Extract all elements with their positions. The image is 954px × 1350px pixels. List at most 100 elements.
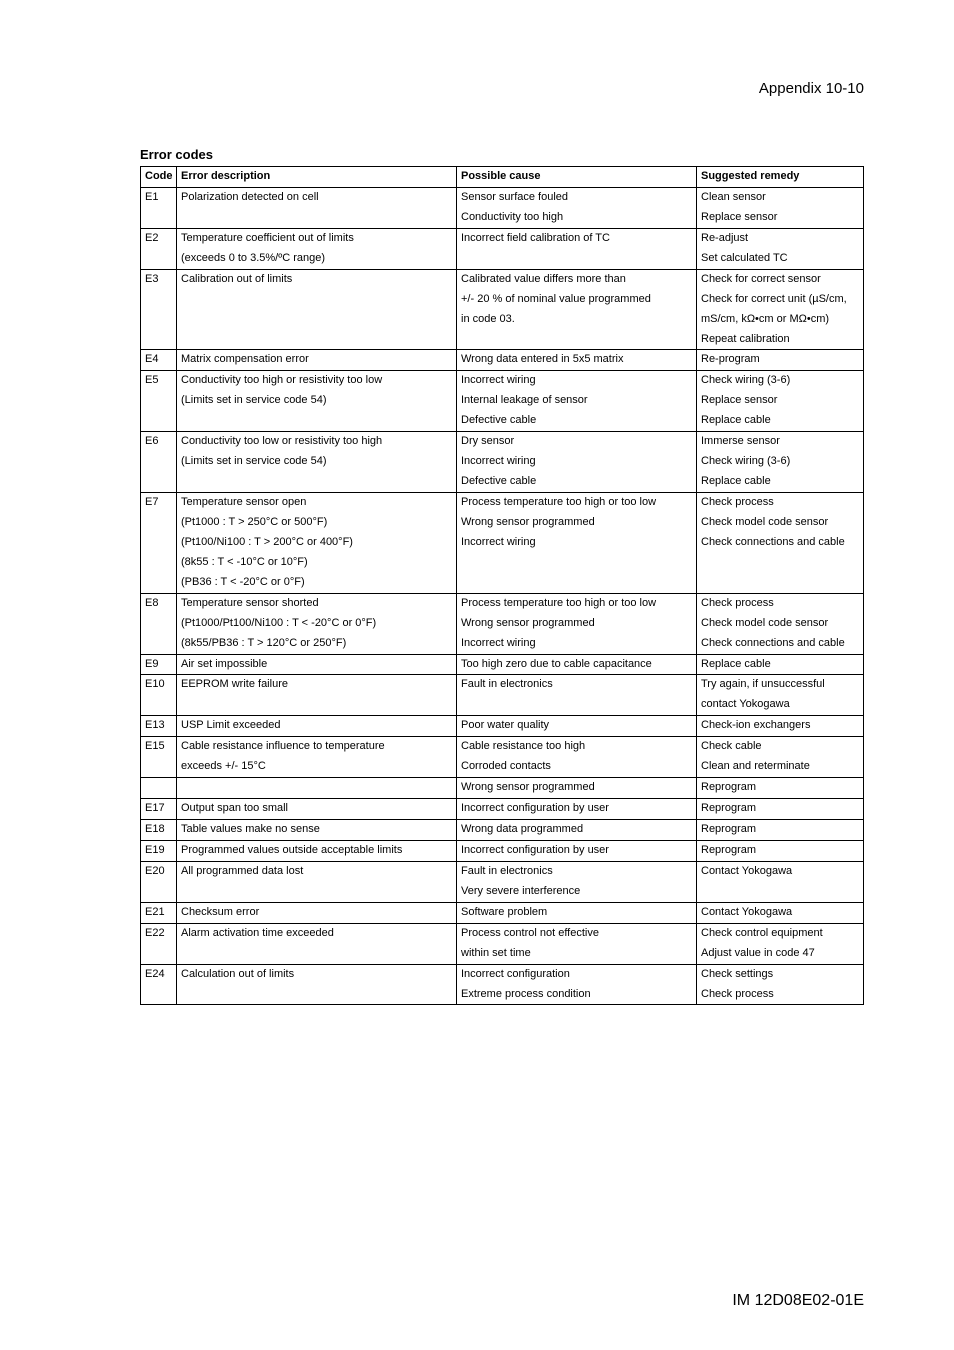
cell-cause: Poor water quality (457, 716, 697, 737)
table-row: in code 03.mS/cm, kΩ•cm or MΩ•cm) (141, 310, 864, 330)
cell-cause: Corroded contacts (457, 757, 697, 777)
cell-remedy: Contact Yokogawa (697, 902, 864, 923)
table-row: +/- 20 % of nominal value programmedChec… (141, 290, 864, 310)
cell-cause (457, 573, 697, 593)
cell-code (141, 391, 177, 411)
cell-cause: Wrong sensor programmed (457, 513, 697, 533)
cell-code: E6 (141, 432, 177, 452)
cell-code (141, 553, 177, 573)
col-header-cause: Possible cause (457, 167, 697, 188)
cell-code (141, 985, 177, 1005)
table-row: E24Calculation out of limitsIncorrect co… (141, 964, 864, 984)
cell-remedy: Check settings (697, 964, 864, 984)
cell-remedy: Repeat calibration (697, 330, 864, 350)
cell-desc: Calibration out of limits (177, 269, 457, 289)
cell-code (141, 310, 177, 330)
cell-desc: Cable resistance influence to temperatur… (177, 737, 457, 757)
cell-code: E22 (141, 923, 177, 943)
cell-desc: (PB36 : T < -20°C or 0°F) (177, 573, 457, 593)
cell-code: E20 (141, 861, 177, 881)
cell-code: E9 (141, 654, 177, 675)
cell-cause: Incorrect configuration by user (457, 799, 697, 820)
col-header-remedy: Suggested remedy (697, 167, 864, 188)
cell-remedy: Replace cable (697, 411, 864, 431)
cell-cause: Conductivity too high (457, 208, 697, 228)
cell-code (141, 513, 177, 533)
cell-desc: Calculation out of limits (177, 964, 457, 984)
table-row: E2Temperature coefficient out of limitsI… (141, 228, 864, 248)
cell-cause: Sensor surface fouled (457, 187, 697, 207)
cell-remedy: Check for correct unit (µS/cm, (697, 290, 864, 310)
cell-cause: Fault in electronics (457, 861, 697, 881)
cell-cause: Wrong sensor programmed (457, 614, 697, 634)
cell-remedy: Immerse sensor (697, 432, 864, 452)
table-row: (8k55 : T < -10°C or 10°F) (141, 553, 864, 573)
cell-remedy (697, 882, 864, 902)
cell-remedy: mS/cm, kΩ•cm or MΩ•cm) (697, 310, 864, 330)
cell-remedy: Check model code sensor (697, 513, 864, 533)
cell-remedy: Re-program (697, 350, 864, 371)
cell-desc: (8k55 : T < -10°C or 10°F) (177, 553, 457, 573)
table-row: Wrong sensor programmedReprogram (141, 778, 864, 799)
cell-remedy: Check wiring (3-6) (697, 371, 864, 391)
cell-desc (177, 472, 457, 492)
table-row: Repeat calibration (141, 330, 864, 350)
table-row: E22Alarm activation time exceededProcess… (141, 923, 864, 943)
table-row: E17Output span too smallIncorrect config… (141, 799, 864, 820)
cell-cause: within set time (457, 944, 697, 964)
cell-cause: Calibrated value differs more than (457, 269, 697, 289)
cell-desc: (Pt1000/Pt100/Ni100 : T < -20°C or 0°F) (177, 614, 457, 634)
cell-remedy: Replace cable (697, 654, 864, 675)
cell-code: E8 (141, 593, 177, 613)
table-row: within set timeAdjust value in code 47 (141, 944, 864, 964)
cell-desc (177, 330, 457, 350)
cell-cause: Wrong data entered in 5x5 matrix (457, 350, 697, 371)
table-row: (Limits set in service code 54)Incorrect… (141, 452, 864, 472)
cell-desc: (8k55/PB36 : T > 120°C or 250°F) (177, 634, 457, 654)
cell-desc: USP Limit exceeded (177, 716, 457, 737)
cell-desc (177, 985, 457, 1005)
cell-code (141, 695, 177, 715)
cell-remedy: Clean sensor (697, 187, 864, 207)
cell-desc: Checksum error (177, 902, 457, 923)
cell-code (141, 290, 177, 310)
cell-desc: All programmed data lost (177, 861, 457, 881)
cell-remedy: Set calculated TC (697, 249, 864, 269)
cell-code (141, 208, 177, 228)
cell-remedy: Check control equipment (697, 923, 864, 943)
table-row: E1Polarization detected on cellSensor su… (141, 187, 864, 207)
cell-desc (177, 411, 457, 431)
cell-code: E13 (141, 716, 177, 737)
cell-desc (177, 882, 457, 902)
cell-desc (177, 778, 457, 799)
cell-desc: (Limits set in service code 54) (177, 391, 457, 411)
table-row: contact Yokogawa (141, 695, 864, 715)
cell-code (141, 330, 177, 350)
cell-remedy: Re-adjust (697, 228, 864, 248)
cell-remedy: Check process (697, 985, 864, 1005)
table-row: E20All programmed data lostFault in elec… (141, 861, 864, 881)
cell-remedy: Check process (697, 493, 864, 513)
cell-desc (177, 310, 457, 330)
cell-desc (177, 208, 457, 228)
cell-desc: Table values make no sense (177, 820, 457, 841)
cell-code (141, 249, 177, 269)
cell-code: E18 (141, 820, 177, 841)
table-row: E19Programmed values outside acceptable … (141, 840, 864, 861)
cell-remedy: Clean and reterminate (697, 757, 864, 777)
cell-cause: Internal leakage of sensor (457, 391, 697, 411)
cell-code: E19 (141, 840, 177, 861)
cell-code: E4 (141, 350, 177, 371)
cell-cause: Incorrect configuration by user (457, 840, 697, 861)
cell-cause: Process temperature too high or too low (457, 493, 697, 513)
cell-remedy: Try again, if unsuccessful (697, 675, 864, 695)
table-row: (8k55/PB36 : T > 120°C or 250°F)Incorrec… (141, 634, 864, 654)
table-row: E10EEPROM write failureFault in electron… (141, 675, 864, 695)
cell-desc (177, 290, 457, 310)
table-row: (Limits set in service code 54)Internal … (141, 391, 864, 411)
table-row: Extreme process conditionCheck process (141, 985, 864, 1005)
table-row: E5Conductivity too high or resistivity t… (141, 371, 864, 391)
cell-cause: Incorrect wiring (457, 634, 697, 654)
table-row: E8Temperature sensor shortedProcess temp… (141, 593, 864, 613)
cell-cause: Defective cable (457, 472, 697, 492)
